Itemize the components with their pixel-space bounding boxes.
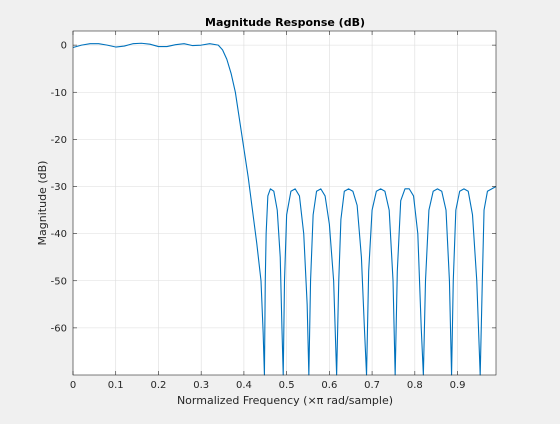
chart-title: Magnitude Response (dB) <box>205 16 365 29</box>
x-tick-label: 0.5 <box>279 380 295 391</box>
x-tick-label: 0.9 <box>450 380 466 391</box>
x-tick-label: 0.2 <box>151 380 167 391</box>
plot-area <box>73 31 496 375</box>
x-tick-label: 0.7 <box>364 380 380 391</box>
x-tick-label: 0.8 <box>407 380 423 391</box>
x-tick-label: 0.1 <box>108 380 124 391</box>
y-tick-label: -50 <box>51 276 67 287</box>
x-axis-label: Normalized Frequency (×π rad/sample) <box>177 394 393 407</box>
x-tick-label: 0.6 <box>321 380 337 391</box>
y-tick-label: 0 <box>61 41 67 52</box>
x-tick-label: 0.3 <box>193 380 209 391</box>
y-tick-label: -30 <box>51 182 67 193</box>
y-tick-label: -40 <box>51 229 67 240</box>
axes-box <box>72 30 497 376</box>
ticks: 0 0.1 0.2 0.3 0.4 0.5 0.6 0.7 0.8 0.9 0 -10 -20 -30 -4… <box>51 31 496 391</box>
magnitude-curve <box>72 42 497 376</box>
x-tick-label: 0 <box>70 380 76 391</box>
x-tick-label: 0.4 <box>236 380 252 391</box>
grid <box>72 31 496 375</box>
y-tick-label: -60 <box>51 323 67 334</box>
curve-layer <box>72 42 497 376</box>
y-tick-label: -20 <box>51 135 67 146</box>
y-tick-label: -10 <box>51 88 67 99</box>
y-axis-label: Magnitude (dB) <box>36 161 49 246</box>
